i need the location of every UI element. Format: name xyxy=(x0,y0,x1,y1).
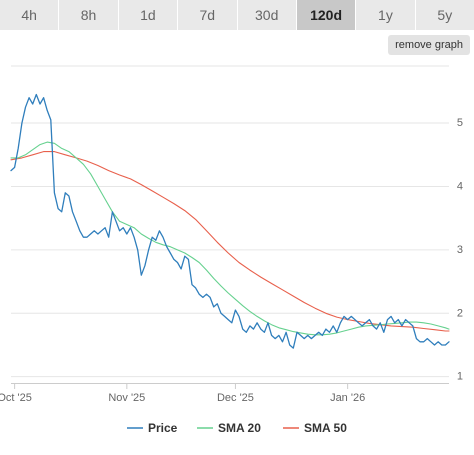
x-tick-label: Nov '25 xyxy=(108,392,145,404)
tab-8h[interactable]: 8h xyxy=(59,0,119,30)
tab-1y[interactable]: 1y xyxy=(356,0,416,30)
legend-label: Price xyxy=(148,421,178,435)
remove-graph-button[interactable]: remove graph xyxy=(388,35,470,55)
y-tick-label: 1 xyxy=(457,371,463,383)
x-tick-label: Oct '25 xyxy=(0,392,32,404)
x-tick-label: Dec '25 xyxy=(217,392,254,404)
axes: 1 2 3 4 5 Oct '25 Nov '25 Dec '25 Jan '26 xyxy=(0,117,463,404)
legend-label: SMA 20 xyxy=(218,421,261,435)
legend-label: SMA 50 xyxy=(304,421,347,435)
series-line-sma-20 xyxy=(10,141,450,336)
tab-120d[interactable]: 120d xyxy=(296,0,357,30)
tab-4h[interactable]: 4h xyxy=(0,0,60,30)
y-tick-label: 4 xyxy=(457,180,463,192)
price-chart: 1 2 3 4 5 Oct '25 Nov '25 Dec '25 Jan '26 Price S… xyxy=(0,65,463,435)
legend: Price SMA 20 SMA 50 xyxy=(127,421,347,435)
x-tick-label: Jan '26 xyxy=(330,392,365,404)
series-line-price xyxy=(10,93,450,349)
y-tick-label: 3 xyxy=(457,244,463,256)
grid xyxy=(11,65,449,378)
y-tick-label: 2 xyxy=(457,307,463,319)
series-line-sma-50 xyxy=(10,151,450,332)
tab-5y[interactable]: 5y xyxy=(415,0,474,30)
tab-7d[interactable]: 7d xyxy=(178,0,238,30)
tab-1d[interactable]: 1d xyxy=(118,0,179,30)
tab-30d[interactable]: 30d xyxy=(237,0,297,30)
y-tick-label: 5 xyxy=(457,117,463,129)
time-range-tabs: 4h 8h 1d 7d 30d 120d 1y 5y xyxy=(0,0,474,30)
series-lines xyxy=(10,93,450,349)
